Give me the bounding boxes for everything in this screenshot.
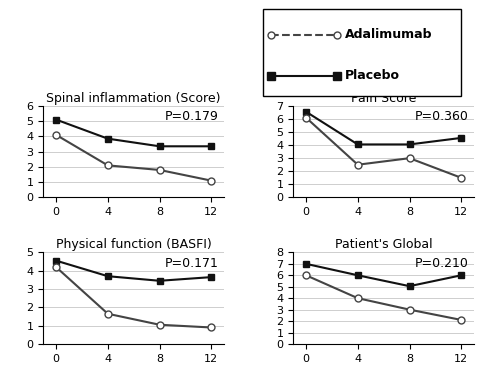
Text: Adalimumab: Adalimumab: [345, 28, 433, 41]
Text: Placebo: Placebo: [345, 69, 400, 82]
Title: Patient's Global: Patient's Global: [335, 238, 433, 251]
Text: P=0.210: P=0.210: [415, 257, 469, 270]
Title: Pain Score: Pain Score: [351, 92, 416, 105]
Title: Physical function (BASFI): Physical function (BASFI): [56, 238, 212, 251]
Title: Spinal inflammation (Score): Spinal inflammation (Score): [46, 92, 221, 105]
Text: P=0.179: P=0.179: [165, 110, 219, 124]
FancyBboxPatch shape: [263, 9, 460, 96]
Text: P=0.171: P=0.171: [165, 257, 219, 270]
Text: P=0.360: P=0.360: [415, 110, 469, 124]
